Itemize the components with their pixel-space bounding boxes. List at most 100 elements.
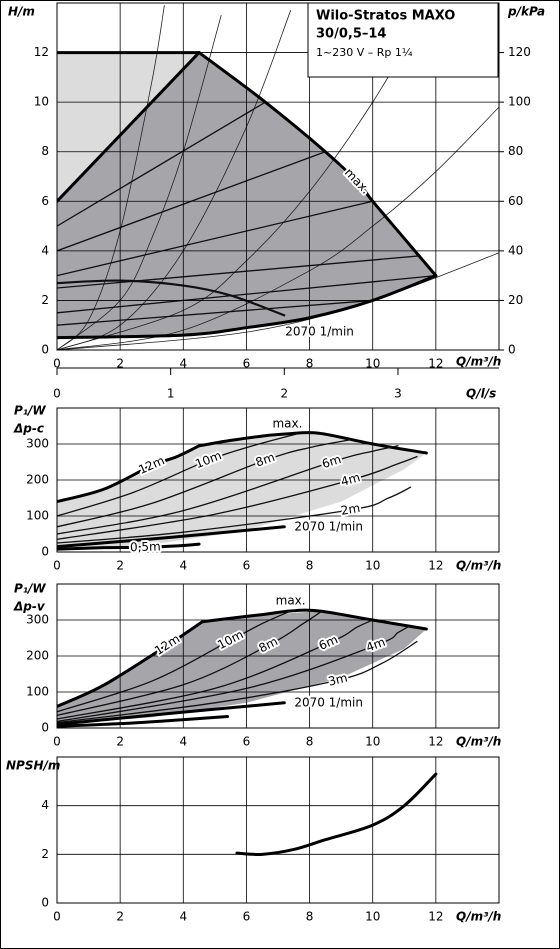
x-tick-label: 8	[306, 735, 314, 749]
x-tick-label: 10	[365, 357, 380, 371]
x-tick-label: 6	[243, 357, 251, 371]
x-tick-label: 6	[243, 559, 251, 573]
plot-border	[56, 756, 500, 904]
y2-tick-label: 100	[508, 95, 531, 109]
x-tick-label: 2	[116, 910, 124, 924]
x-tick-label: 4	[179, 559, 187, 573]
y-tick-label: 200	[26, 649, 49, 663]
x-tick-label: 2	[116, 735, 124, 749]
envelope-area	[57, 611, 427, 725]
curve	[57, 610, 323, 717]
curve	[57, 439, 352, 528]
y2-tick-label: 0	[508, 343, 516, 357]
curve	[57, 640, 418, 724]
y2-tick-label: 60	[508, 194, 523, 208]
x-tick-label: 2	[116, 357, 124, 371]
x-axis-label: Q/m³/h	[456, 355, 501, 369]
plot-border	[56, 2, 500, 351]
x-tick-label: 10	[365, 735, 380, 749]
curve-label: 0,5m	[130, 539, 161, 554]
curve	[57, 5, 165, 350]
curve-label: 2070 1/min	[294, 519, 363, 533]
x-tick-label: 0	[53, 910, 61, 924]
plot-border	[56, 583, 500, 729]
y-axis-label: P₁/W	[14, 582, 46, 596]
x-tick-label: 4	[179, 735, 187, 749]
y-tick-label: 200	[26, 473, 49, 487]
curve	[57, 252, 499, 350]
x-tick-label: 10	[365, 910, 380, 924]
plot-border	[56, 407, 500, 553]
y-tick-label: 12	[34, 45, 49, 59]
curve-label: 8m	[254, 450, 277, 470]
curve	[57, 701, 286, 726]
x-tick-label: 8	[306, 559, 314, 573]
y-axis-sublabel: Δp-c	[13, 422, 44, 436]
y2-tick-label: 120	[508, 45, 531, 59]
y-tick-label: 4	[41, 798, 49, 812]
curve	[57, 444, 201, 504]
curve	[57, 101, 267, 227]
curve	[57, 255, 421, 289]
curve	[57, 624, 412, 723]
x2-tick-label: 0	[53, 387, 61, 401]
curve	[57, 486, 412, 544]
y-tick-label: 0	[41, 343, 49, 357]
curve	[57, 274, 438, 340]
x-tick-label: 12	[428, 357, 443, 371]
y-tick-label: 4	[41, 243, 49, 257]
y-axis-label: H/m	[8, 5, 35, 19]
plot-area	[57, 431, 428, 551]
curve	[57, 5, 430, 350]
x-tick-label: 10	[365, 559, 380, 573]
x-tick-label: 4	[179, 910, 187, 924]
y2-tick-label: 80	[508, 144, 523, 158]
y-tick-label: 0	[41, 545, 49, 559]
curve-label: 3m	[327, 671, 349, 689]
curve	[57, 714, 229, 728]
curve	[57, 10, 292, 350]
curve	[57, 51, 201, 203]
chart-subtitle: 30/0,5–14	[316, 27, 386, 42]
y-tick-label: 0	[41, 896, 49, 910]
y-tick-label: 300	[26, 437, 49, 451]
x-tick-label: 12	[428, 559, 443, 573]
y-tick-label: 8	[41, 144, 49, 158]
title-box	[307, 2, 499, 78]
x-tick-label: 12	[428, 735, 443, 749]
curve-label: 2070 1/min	[285, 324, 354, 338]
curve-label: 2m	[340, 501, 361, 518]
curve	[57, 445, 399, 535]
x2-axis-label: Q/l/s	[466, 387, 496, 401]
x-axis-label: Q/m³/h	[456, 559, 501, 573]
y-axis-label: P₁/W	[14, 404, 46, 418]
x-tick-label: 8	[306, 910, 314, 924]
y-axis-sublabel: Δp-v	[13, 600, 46, 614]
y2-tick-label: 40	[508, 243, 523, 257]
curve	[57, 610, 292, 713]
x2-tick-label: 2	[280, 387, 288, 401]
curve	[197, 51, 438, 278]
curve	[57, 433, 298, 517]
curve	[57, 455, 418, 541]
y-tick-label: 2	[41, 847, 49, 861]
x-tick-label: 6	[243, 910, 251, 924]
y-tick-label: 6	[41, 194, 49, 208]
x-axis-label: Q/m³/h	[456, 910, 501, 924]
curve-label: 2070 1/min	[294, 695, 363, 709]
y-tick-label: 100	[26, 509, 49, 523]
plot-area	[57, 608, 428, 728]
y-tick-label: 10	[34, 95, 49, 109]
x-tick-label: 4	[179, 357, 187, 371]
x-tick-label: 6	[243, 735, 251, 749]
x-tick-label: 0	[53, 357, 61, 371]
y2-tick-label: 20	[508, 293, 523, 307]
x-tick-label: 0	[53, 559, 61, 573]
curve-label: max.	[276, 594, 306, 608]
y-tick-label: 0	[41, 721, 49, 735]
x-tick-label: 0	[53, 735, 61, 749]
envelope-area	[57, 433, 427, 551]
chart-title: Wilo-Stratos MAXO	[316, 9, 455, 24]
x-tick-label: 8	[306, 357, 314, 371]
